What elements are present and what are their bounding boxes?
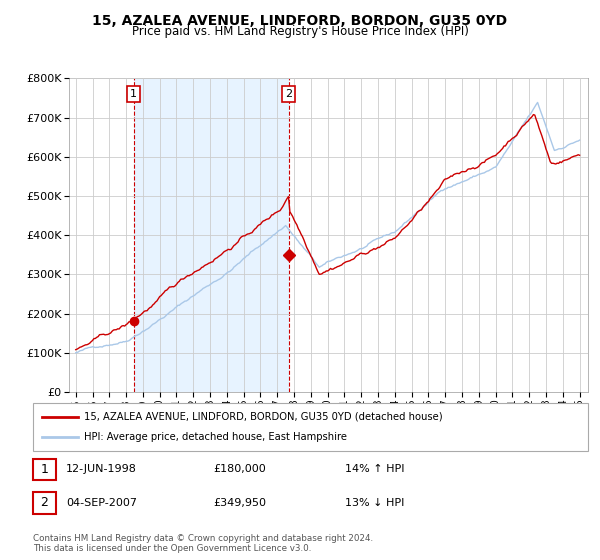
Text: £180,000: £180,000 (213, 464, 266, 474)
Text: 04-SEP-2007: 04-SEP-2007 (66, 498, 137, 508)
Text: 15, AZALEA AVENUE, LINDFORD, BORDON, GU35 0YD (detached house): 15, AZALEA AVENUE, LINDFORD, BORDON, GU3… (84, 412, 443, 422)
Text: HPI: Average price, detached house, East Hampshire: HPI: Average price, detached house, East… (84, 432, 347, 442)
Text: Price paid vs. HM Land Registry's House Price Index (HPI): Price paid vs. HM Land Registry's House … (131, 25, 469, 38)
Text: 15, AZALEA AVENUE, LINDFORD, BORDON, GU35 0YD: 15, AZALEA AVENUE, LINDFORD, BORDON, GU3… (92, 14, 508, 28)
Text: £349,950: £349,950 (213, 498, 266, 508)
Text: 2: 2 (40, 496, 49, 510)
Text: Contains HM Land Registry data © Crown copyright and database right 2024.
This d: Contains HM Land Registry data © Crown c… (33, 534, 373, 553)
Text: 12-JUN-1998: 12-JUN-1998 (66, 464, 137, 474)
Bar (134, 78, 289, 392)
Text: 13% ↓ HPI: 13% ↓ HPI (345, 498, 404, 508)
Text: 14% ↑ HPI: 14% ↑ HPI (345, 464, 404, 474)
Text: 1: 1 (40, 463, 49, 476)
Text: 2: 2 (285, 89, 292, 99)
Text: 1: 1 (130, 89, 137, 99)
